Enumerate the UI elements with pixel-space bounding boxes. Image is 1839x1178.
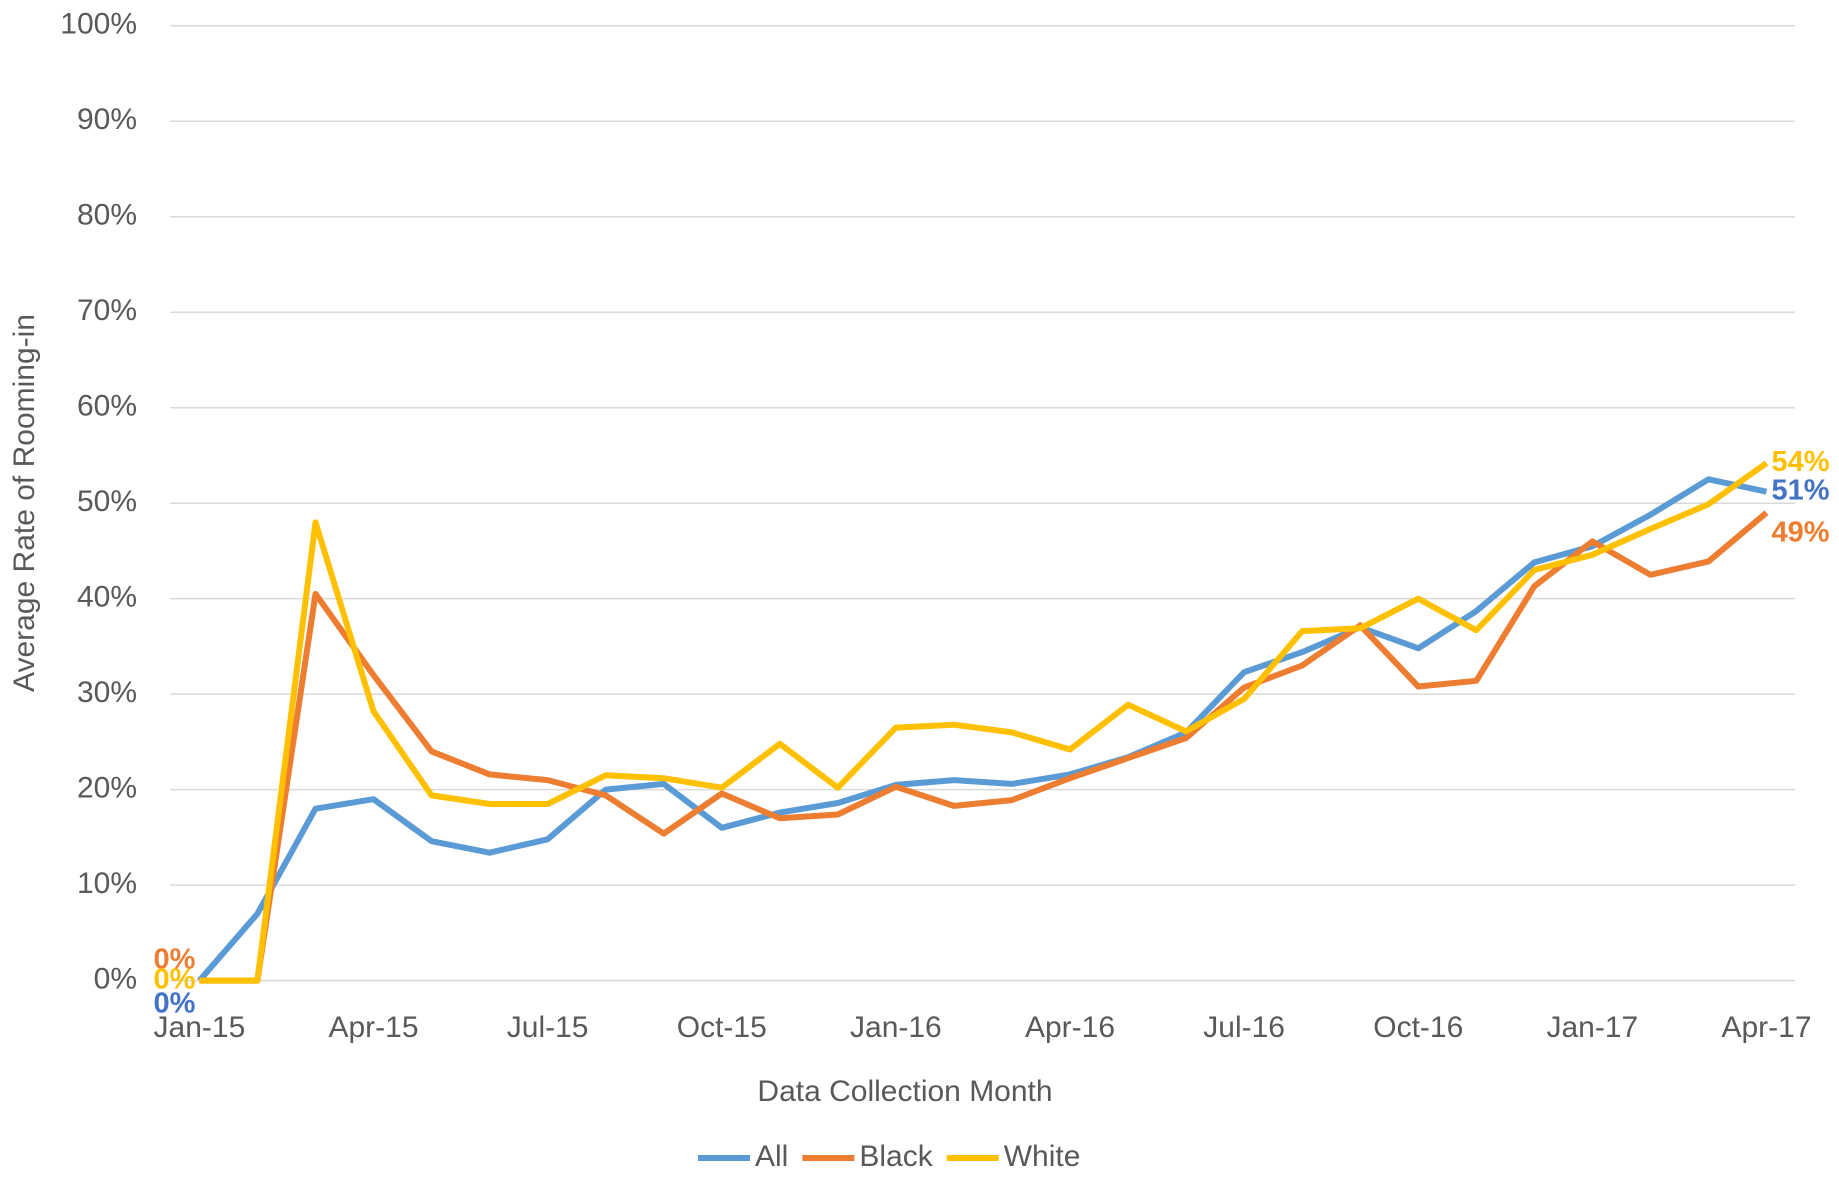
- data-label: 51%: [1772, 474, 1830, 506]
- x-tick-label: Jan-17: [1547, 1011, 1639, 1044]
- y-tick-label: 0%: [94, 963, 137, 996]
- data-label: 0%: [153, 963, 195, 995]
- data-line: [197, 476, 1768, 983]
- x-tick-label: Oct-15: [677, 1011, 767, 1044]
- y-tick-label: 40%: [77, 581, 137, 614]
- data-label: 0%: [153, 943, 195, 975]
- y-tick-label: 90%: [77, 103, 137, 136]
- y-tick-label: 20%: [77, 772, 137, 805]
- data-label: 0%: [153, 987, 195, 1019]
- y-tick-label: 50%: [77, 485, 137, 518]
- x-tick-label: Jul-15: [507, 1011, 589, 1044]
- legend-label: White: [1004, 1140, 1081, 1173]
- x-tick-label: Oct-16: [1373, 1011, 1463, 1044]
- y-tick-label: 10%: [77, 867, 137, 900]
- x-tick-label: Jan-16: [850, 1011, 942, 1044]
- legend-label: Black: [859, 1140, 933, 1173]
- data-line: [199, 460, 1769, 984]
- y-tick-label: 30%: [77, 676, 137, 709]
- x-tick-label: Apr-15: [328, 1011, 418, 1044]
- x-axis-title: Data Collection Month: [757, 1075, 1052, 1108]
- y-tick-label: 80%: [77, 199, 137, 232]
- y-tick-label: 60%: [77, 390, 137, 423]
- x-tick-label: Apr-17: [1721, 1011, 1811, 1044]
- x-tick-label: Apr-16: [1025, 1011, 1115, 1044]
- y-tick-label: 100%: [60, 8, 137, 41]
- y-axis-title: Average Rate of Rooming-in: [8, 314, 41, 692]
- data-label: 49%: [1772, 516, 1830, 548]
- x-tick-label: Jul-16: [1203, 1011, 1285, 1044]
- x-tick-label: Jan-15: [154, 1011, 246, 1044]
- data-line: [199, 510, 1769, 984]
- data-label: 54%: [1772, 446, 1830, 478]
- y-tick-label: 70%: [77, 294, 137, 327]
- legend-label: All: [755, 1140, 788, 1173]
